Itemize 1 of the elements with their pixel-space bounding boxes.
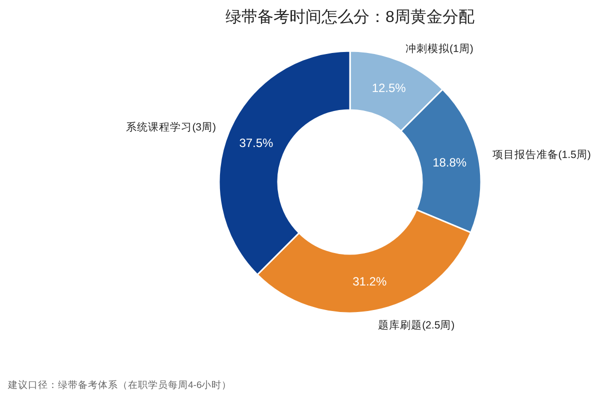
title: 绿带备考时间怎么分：8周黄金分配 [226,9,474,26]
